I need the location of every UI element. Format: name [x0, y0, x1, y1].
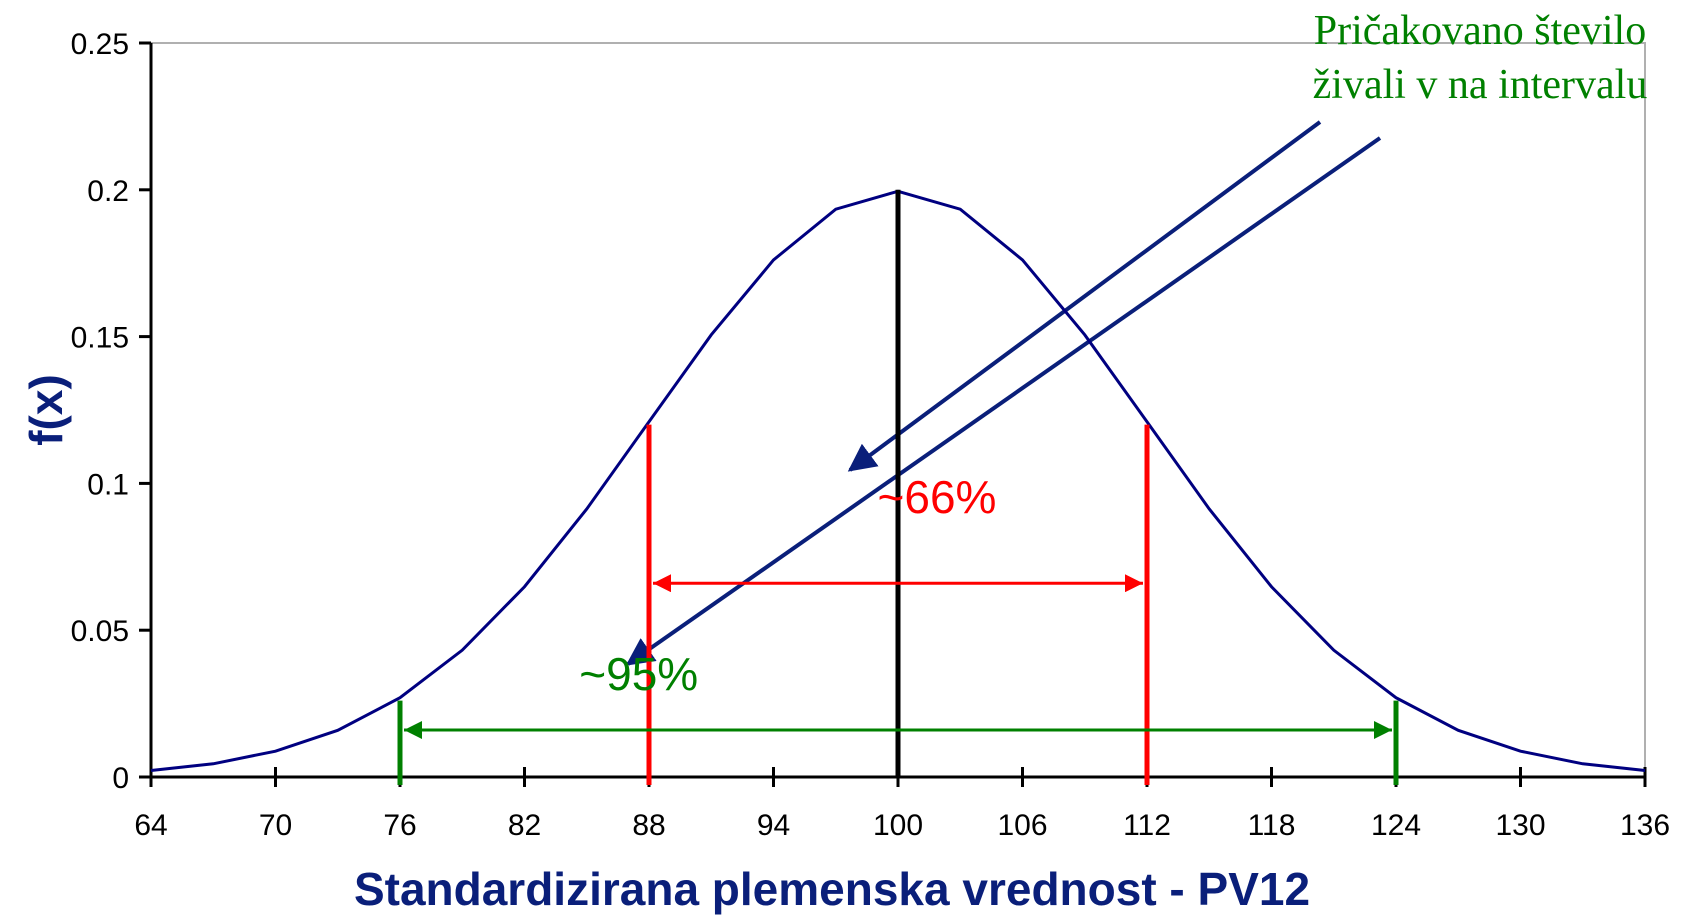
x-tick-label: 106 — [997, 809, 1047, 842]
x-tick-label: 70 — [259, 809, 292, 842]
annotation: Pričakovano število — [1314, 8, 1646, 54]
x-axis-title: Standardizirana plemenska vrednost - PV1… — [354, 863, 1310, 915]
interval-label: ~66% — [878, 471, 997, 523]
y-tick-label: 0 — [112, 762, 129, 795]
x-tick-label: 76 — [383, 809, 416, 842]
x-tick-label: 118 — [1248, 809, 1296, 842]
pointer-arrow — [625, 136, 1382, 666]
interval-label: ~95% — [579, 648, 698, 700]
annotation: živali v na intervalu — [1313, 62, 1648, 108]
y-axis-title: f(x) — [20, 374, 72, 446]
y-tick-label: 0.1 — [87, 468, 129, 501]
pointer-arrow — [847, 120, 1322, 472]
x-tick-label: 82 — [508, 809, 541, 842]
y-tick-label: 0.05 — [71, 615, 129, 648]
x-tick-label: 100 — [873, 809, 923, 842]
x-tick-label: 64 — [134, 809, 167, 842]
y-tick-label: 0.15 — [71, 322, 129, 355]
x-tick-label: 130 — [1495, 809, 1545, 842]
x-tick-label: 136 — [1620, 809, 1670, 842]
x-tick-label: 124 — [1371, 809, 1421, 842]
y-tick-label: 0.2 — [87, 175, 129, 208]
x-tick-label: 112 — [1123, 809, 1171, 842]
x-tick-label: 88 — [632, 809, 665, 842]
y-tick-label: 0.25 — [71, 28, 129, 61]
x-tick-label: 94 — [757, 809, 790, 842]
